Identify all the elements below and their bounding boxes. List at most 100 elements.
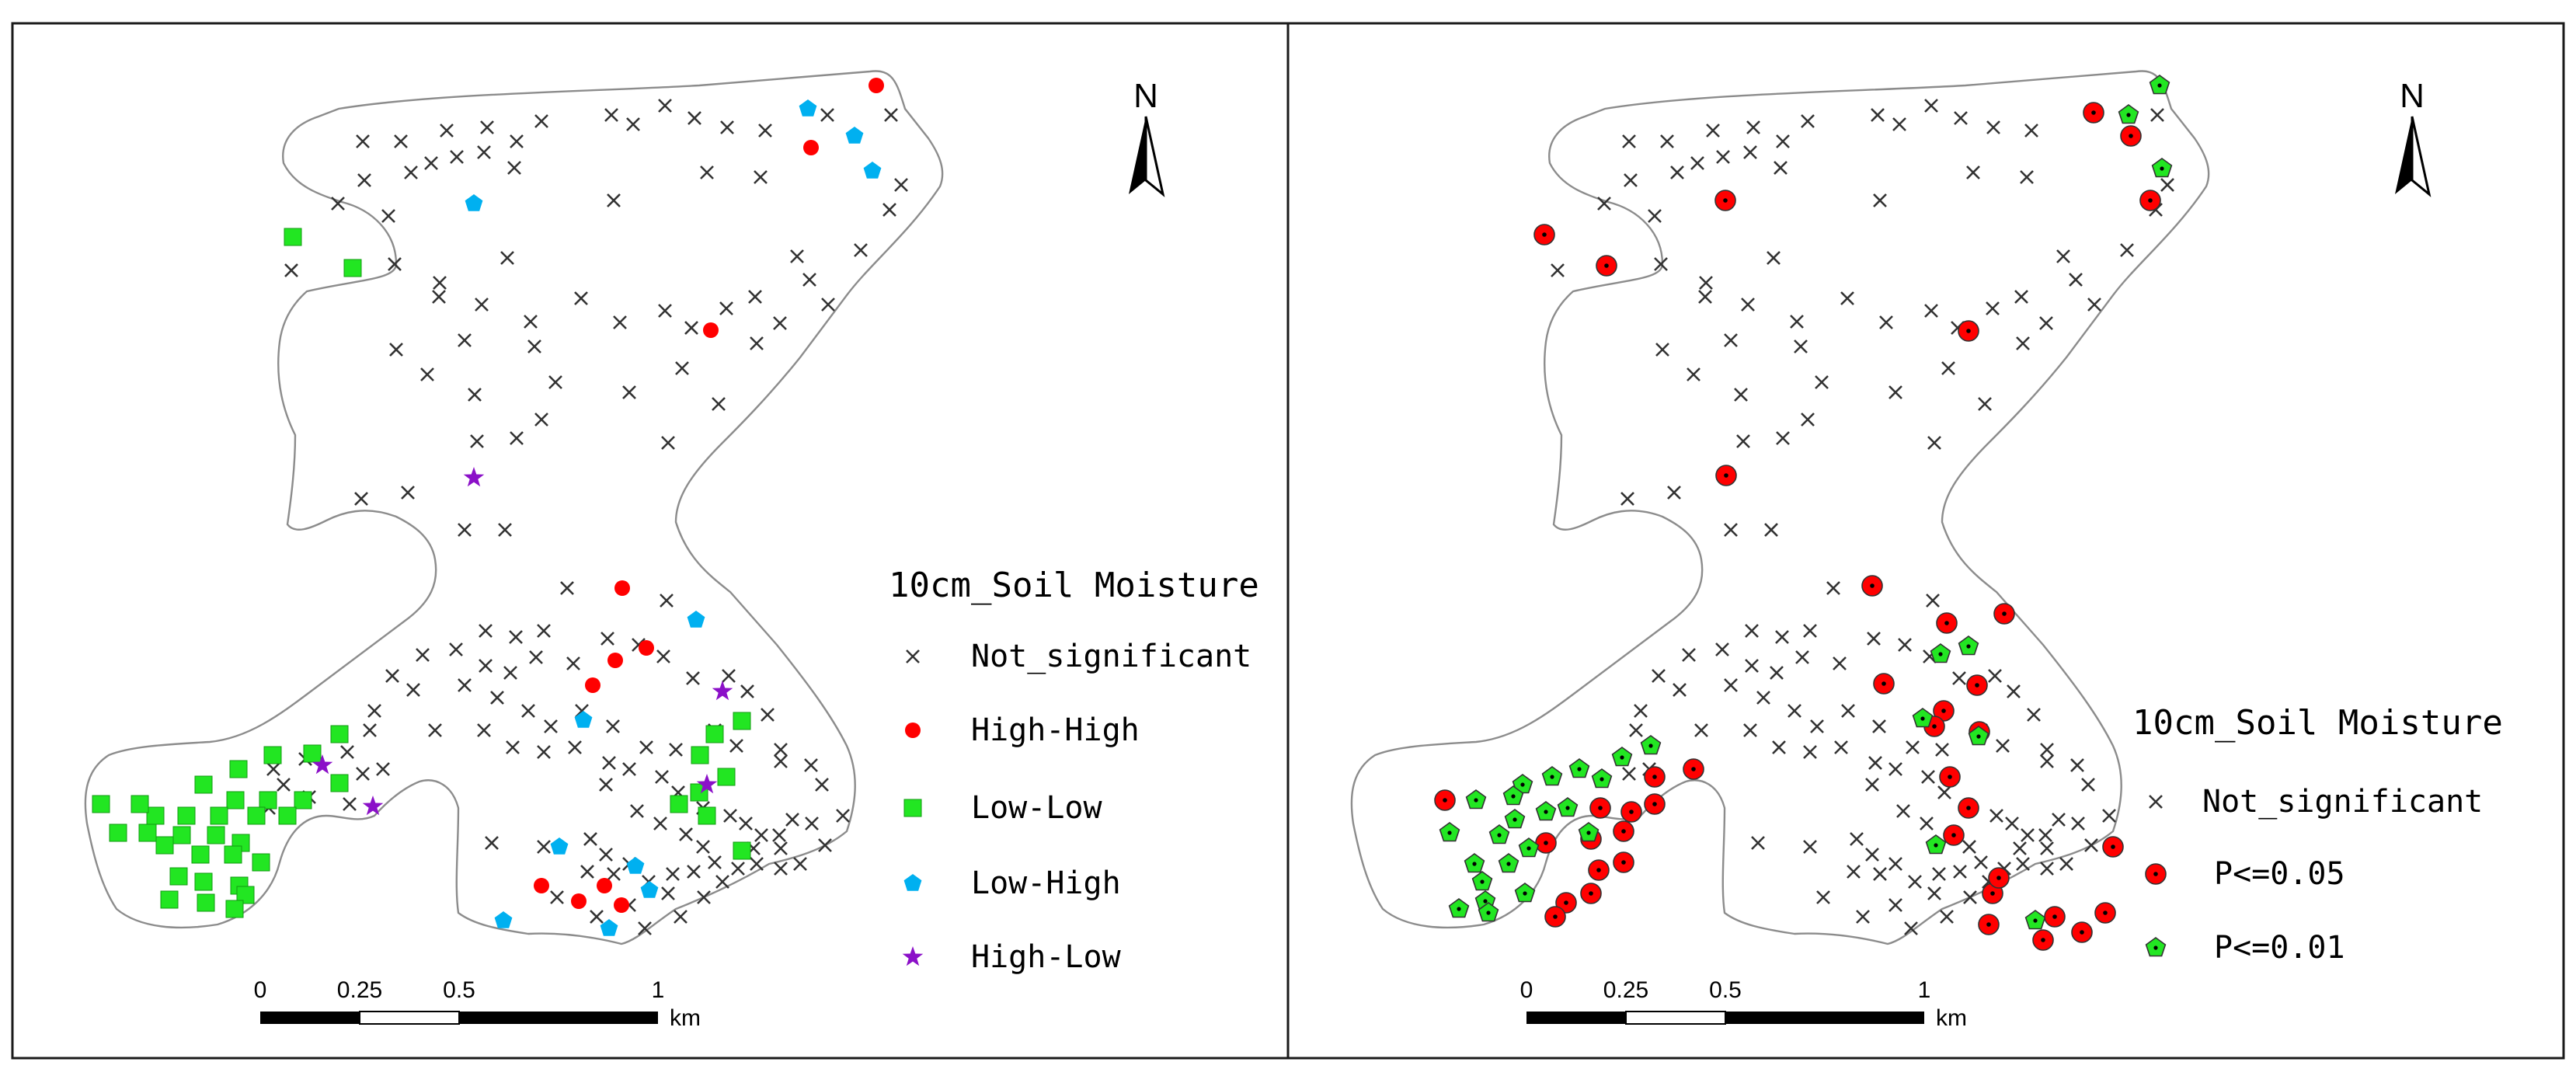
not-significant-point xyxy=(1705,123,1721,138)
not-significant-point xyxy=(660,435,676,451)
low-high-point xyxy=(640,881,659,898)
not-significant-point xyxy=(1871,719,1887,734)
not-significant-point xyxy=(457,333,472,348)
p005-point xyxy=(1978,914,2000,935)
not-significant-point xyxy=(2119,242,2135,258)
not-significant-point xyxy=(1989,808,2004,824)
not-significant-point xyxy=(1849,831,1864,847)
high-high-point xyxy=(703,322,719,338)
low-low-point xyxy=(109,824,127,842)
scale-tick-05: 0.5 xyxy=(1709,977,1742,1003)
not-significant-point xyxy=(2070,816,2086,831)
not-significant-point xyxy=(534,113,549,129)
not-significant-point xyxy=(1766,250,1781,266)
not-significant-point xyxy=(657,303,673,319)
not-significant-point xyxy=(1775,134,1791,149)
legend-label-low-low: Low-Low xyxy=(971,790,1102,826)
p005-point xyxy=(1993,603,2015,625)
not-significant-point xyxy=(2039,742,2055,757)
not-significant-point xyxy=(820,297,836,312)
not-significant-point xyxy=(1840,703,1856,719)
not-significant-point xyxy=(1937,785,1952,800)
low-high-point xyxy=(626,857,645,874)
not-significant-point xyxy=(1746,120,1761,135)
not-significant-point xyxy=(2039,841,2055,856)
not-significant-point xyxy=(330,196,346,211)
not-significant-point xyxy=(1923,98,1939,113)
not-significant-point xyxy=(1620,491,1635,507)
not-significant-point xyxy=(1888,897,1903,913)
not-significant-point xyxy=(773,742,788,757)
not-significant-point xyxy=(1888,385,1903,400)
low-low-point xyxy=(138,824,157,842)
not-significant-point xyxy=(497,522,513,538)
legend-label-not-significant: Not_significant xyxy=(2202,784,2483,820)
low-low-point xyxy=(263,746,282,764)
not-significant-point xyxy=(699,165,715,180)
low-low-point xyxy=(259,791,277,810)
not-significant-point xyxy=(686,864,701,879)
not-significant-point xyxy=(1723,522,1739,538)
low-low-point xyxy=(717,768,736,786)
not-significant-point xyxy=(1694,723,1709,738)
p001-point xyxy=(1958,635,1979,656)
low-low-point xyxy=(705,725,724,743)
not-significant-point xyxy=(753,169,768,185)
p005-point xyxy=(2094,902,2116,924)
scale-tick-0: 0 xyxy=(254,977,267,1003)
not-significant-point xyxy=(657,98,673,113)
low-low-point xyxy=(698,806,716,825)
not-significant-point xyxy=(678,827,694,842)
not-significant-point xyxy=(2006,684,2021,699)
not-significant-point xyxy=(489,690,505,705)
not-significant-point xyxy=(1789,314,1805,329)
map-points-left xyxy=(92,78,909,936)
not-significant-point xyxy=(1651,668,1666,684)
p001-point xyxy=(1611,747,1633,767)
not-significant-point xyxy=(789,249,805,264)
north-label: N xyxy=(1133,77,1158,115)
low-low-point xyxy=(155,836,174,855)
p005-point xyxy=(1988,867,2010,889)
not-significant-point xyxy=(730,861,746,876)
not-significant-point xyxy=(1962,839,1977,855)
not-significant-point xyxy=(367,703,382,719)
not-significant-point xyxy=(1892,117,1907,132)
not-significant-point xyxy=(696,890,712,905)
low-high-point xyxy=(799,99,817,117)
not-significant-point xyxy=(1794,649,1810,665)
not-significant-point xyxy=(355,766,371,782)
not-significant-point xyxy=(625,117,641,132)
not-significant-point xyxy=(893,177,909,193)
not-significant-point xyxy=(785,812,800,827)
not-significant-point xyxy=(415,647,430,663)
not-significant-point xyxy=(1855,909,1871,924)
low-low-point xyxy=(733,712,751,730)
not-significant-point xyxy=(2083,837,2099,853)
not-significant-point xyxy=(715,874,730,890)
p005-point xyxy=(1714,190,1736,211)
not-significant-point xyxy=(2014,289,2029,305)
not-significant-point xyxy=(629,803,645,819)
not-significant-point xyxy=(534,412,549,427)
not-significant-point xyxy=(375,761,391,777)
not-significant-point xyxy=(740,684,755,699)
not-significant-point xyxy=(760,707,775,723)
not-significant-point xyxy=(427,723,443,738)
not-significant-point xyxy=(2039,861,2055,876)
not-significant-point xyxy=(1802,744,1818,760)
not-significant-point xyxy=(1919,816,1934,831)
low-high-point xyxy=(494,911,513,928)
legend-low-low-icon xyxy=(903,799,922,817)
not-significant-point xyxy=(566,656,581,671)
p005-point xyxy=(1596,255,1617,277)
p001-point xyxy=(2149,75,2170,95)
not-significant-point xyxy=(355,134,371,149)
not-significant-point xyxy=(601,755,617,771)
legend-high-low-icon xyxy=(902,946,924,966)
high-high-point xyxy=(614,897,629,913)
not-significant-point xyxy=(479,120,495,135)
not-significant-point xyxy=(668,742,684,757)
not-significant-point xyxy=(1987,668,2003,684)
not-significant-point xyxy=(419,367,435,382)
